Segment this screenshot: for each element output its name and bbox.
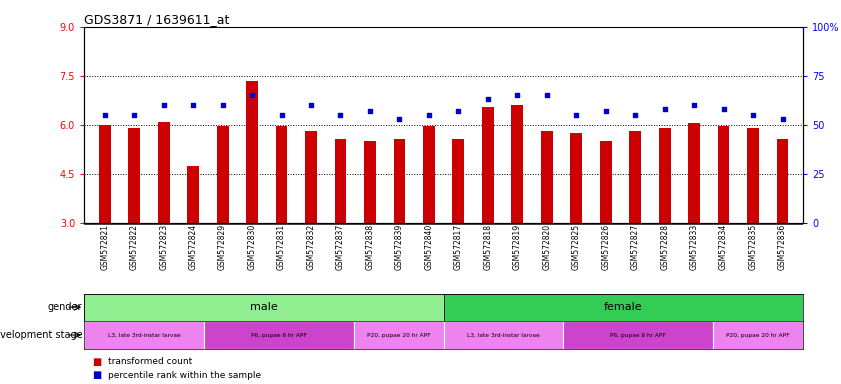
Bar: [394, 139, 405, 223]
Bar: [246, 81, 258, 223]
Bar: [688, 123, 700, 223]
Bar: [629, 131, 641, 223]
Bar: [423, 126, 435, 223]
Text: P6, pupae 6 hr APF: P6, pupae 6 hr APF: [251, 333, 307, 338]
Text: male: male: [250, 302, 278, 312]
Point: [304, 102, 318, 108]
Point: [687, 102, 701, 108]
Bar: [84, 294, 444, 321]
Bar: [713, 321, 803, 349]
Text: ■: ■: [93, 356, 102, 367]
Point: [128, 112, 141, 118]
Bar: [563, 321, 713, 349]
Text: ■: ■: [93, 370, 102, 381]
Text: GSM572829: GSM572829: [218, 224, 227, 270]
Text: L3, late 3rd-instar larvae: L3, late 3rd-instar larvae: [108, 333, 181, 338]
Text: P6, pupae 6 hr APF: P6, pupae 6 hr APF: [611, 333, 666, 338]
Text: GSM572827: GSM572827: [631, 224, 640, 270]
Point: [569, 112, 583, 118]
Point: [246, 92, 259, 98]
Text: GSM572839: GSM572839: [395, 224, 404, 270]
Bar: [747, 128, 759, 223]
Text: GSM572838: GSM572838: [366, 224, 374, 270]
Text: GSM572818: GSM572818: [484, 224, 492, 270]
Text: GSM572822: GSM572822: [130, 224, 139, 270]
Point: [540, 92, 553, 98]
Bar: [659, 128, 670, 223]
Bar: [217, 126, 229, 223]
Point: [746, 112, 759, 118]
Bar: [444, 294, 803, 321]
Bar: [84, 321, 204, 349]
Text: GSM572831: GSM572831: [277, 224, 286, 270]
Point: [275, 112, 288, 118]
Bar: [444, 321, 563, 349]
Text: GSM572825: GSM572825: [572, 224, 581, 270]
Bar: [452, 139, 464, 223]
Text: GSM572840: GSM572840: [425, 224, 433, 270]
Point: [452, 108, 465, 114]
Text: GSM572837: GSM572837: [336, 224, 345, 270]
Bar: [158, 121, 170, 223]
Text: GSM572819: GSM572819: [513, 224, 521, 270]
Text: transformed count: transformed count: [108, 357, 192, 366]
Text: GSM572833: GSM572833: [690, 224, 699, 270]
Point: [599, 108, 612, 114]
Bar: [99, 125, 111, 223]
Text: GSM572832: GSM572832: [306, 224, 315, 270]
Point: [481, 96, 495, 103]
Bar: [482, 107, 494, 223]
Bar: [335, 139, 346, 223]
Text: GSM572835: GSM572835: [748, 224, 758, 270]
Text: development stage: development stage: [0, 330, 82, 340]
Point: [393, 116, 406, 122]
Text: GSM572826: GSM572826: [601, 224, 611, 270]
Bar: [364, 141, 376, 223]
Text: GSM572817: GSM572817: [454, 224, 463, 270]
Point: [775, 116, 789, 122]
Point: [658, 106, 671, 112]
Point: [98, 112, 112, 118]
Bar: [188, 166, 199, 223]
Bar: [570, 133, 582, 223]
Text: percentile rank within the sample: percentile rank within the sample: [108, 371, 261, 380]
Text: GSM572821: GSM572821: [100, 224, 109, 270]
Point: [717, 106, 730, 112]
Bar: [776, 139, 788, 223]
Text: female: female: [604, 302, 643, 312]
Bar: [600, 141, 611, 223]
Text: GSM572820: GSM572820: [542, 224, 551, 270]
Point: [510, 92, 524, 98]
Bar: [717, 126, 729, 223]
Point: [422, 112, 436, 118]
Point: [363, 108, 377, 114]
Bar: [129, 128, 140, 223]
Text: GSM572830: GSM572830: [247, 224, 257, 270]
Text: P20, pupae 20 hr APF: P20, pupae 20 hr APF: [367, 333, 431, 338]
Text: GSM572823: GSM572823: [159, 224, 168, 270]
Text: GSM572836: GSM572836: [778, 224, 787, 270]
Bar: [541, 131, 553, 223]
Point: [334, 112, 347, 118]
Point: [628, 112, 642, 118]
Text: GSM572828: GSM572828: [660, 224, 669, 270]
Point: [187, 102, 200, 108]
Bar: [354, 321, 444, 349]
Point: [216, 102, 230, 108]
Bar: [305, 131, 317, 223]
Text: L3, late 3rd-instar larvae: L3, late 3rd-instar larvae: [467, 333, 540, 338]
Text: GDS3871 / 1639611_at: GDS3871 / 1639611_at: [84, 13, 230, 26]
Text: P20, pupae 20 hr APF: P20, pupae 20 hr APF: [727, 333, 790, 338]
Text: GSM572824: GSM572824: [188, 224, 198, 270]
Bar: [511, 105, 523, 223]
Text: gender: gender: [48, 302, 82, 312]
Point: [157, 102, 171, 108]
Text: GSM572834: GSM572834: [719, 224, 728, 270]
Bar: [276, 126, 288, 223]
Bar: [204, 321, 354, 349]
